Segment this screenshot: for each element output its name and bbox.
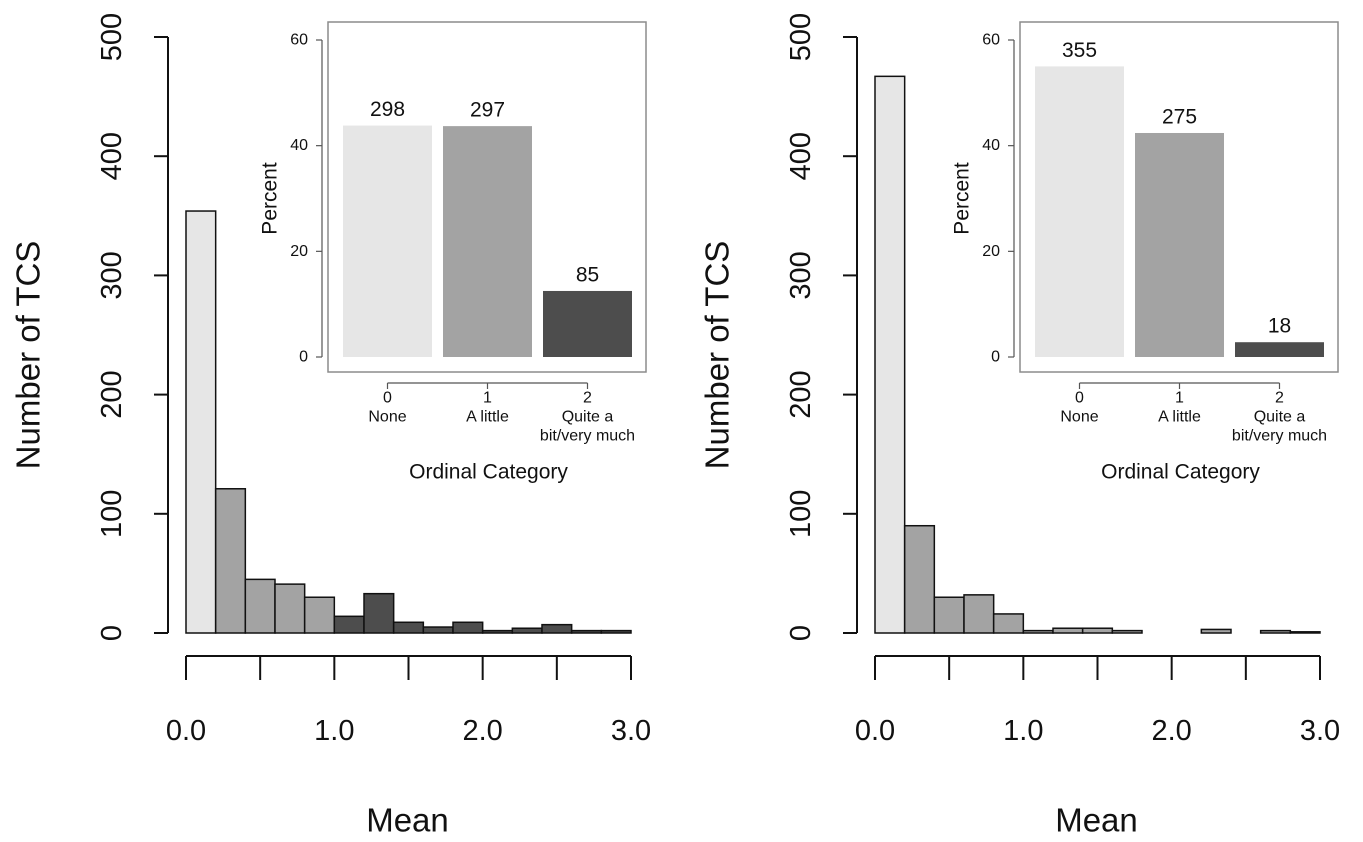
y-tick-label: 500 — [785, 13, 817, 61]
histogram-bar — [1022, 629, 1054, 634]
histogram-bar — [600, 629, 632, 634]
histogram-bar — [570, 629, 603, 634]
x-tick-label: 2.0 — [1152, 715, 1192, 747]
inset-bar — [443, 126, 532, 357]
inset-y-tick-label: 40 — [982, 137, 1000, 154]
inset-bar-chart: 0 20 40 60 Percent 355 0 None 275 1 A little 18 2 Qui… — [951, 21, 1339, 484]
inset-category-label: bit/very much — [540, 428, 635, 445]
histogram-bar — [541, 623, 573, 634]
y-tick-label: 300 — [96, 251, 128, 299]
y-tick-label: 500 — [96, 13, 128, 61]
inset-y-tick-label: 40 — [290, 137, 308, 154]
x-axis-label: Mean — [1055, 802, 1138, 839]
inset-bar — [1035, 66, 1124, 358]
histogram-bar — [452, 621, 484, 634]
x-tick-label: 1.0 — [1003, 715, 1043, 747]
y-tick-label: 400 — [785, 132, 817, 180]
histogram-bar — [874, 75, 906, 634]
inset-category-label: None — [368, 409, 406, 426]
inset-category-label: Quite a — [562, 409, 614, 426]
inset-bar-chart: 0 20 40 60 Percent 298 0 None 297 1 A little 85 2 Qui… — [259, 21, 647, 484]
histogram-bar — [1081, 627, 1114, 634]
inset-category-code: 2 — [1275, 390, 1284, 407]
histogram-bar — [422, 626, 454, 634]
histogram-bar — [511, 627, 543, 634]
inset-y-tick-label: 20 — [982, 243, 1000, 260]
inset-bar-value-label: 275 — [1162, 105, 1197, 128]
inset-bar — [543, 290, 632, 357]
y-tick-label: 400 — [96, 132, 128, 180]
y-tick-label: 100 — [785, 490, 817, 538]
inset-bar-value-label: 85 — [576, 263, 599, 286]
inset-category-code: 1 — [1175, 390, 1184, 407]
inset-bar — [1135, 132, 1224, 357]
y-axis-label: Number of TCS — [699, 241, 736, 470]
inset-y-tick-label: 60 — [982, 32, 1000, 49]
histogram-bar — [1052, 627, 1084, 634]
inset-category-label: Quite a — [1254, 409, 1306, 426]
y-axis-label: Number of TCS — [10, 241, 47, 470]
inset-category-label: A little — [466, 409, 509, 426]
histogram-bar — [992, 613, 1025, 634]
inset-bar — [1235, 342, 1324, 357]
inset-x-axis-label: Ordinal Category — [409, 461, 568, 484]
inset-x-axis-label: Ordinal Category — [1101, 461, 1260, 484]
histogram-bar — [363, 592, 395, 634]
inset-y-tick-label: 0 — [991, 349, 1000, 366]
histogram-bar — [274, 583, 306, 634]
inset-category-code: 0 — [383, 390, 392, 407]
histogram-bar — [933, 596, 965, 634]
histogram-bar — [1289, 631, 1321, 634]
y-tick-label: 100 — [96, 490, 128, 538]
inset-category-code: 1 — [483, 390, 492, 407]
y-tick-label: 0 — [96, 625, 128, 641]
histogram-bar — [903, 524, 936, 634]
x-tick-label: 2.0 — [463, 715, 503, 747]
histogram-bar — [244, 578, 276, 634]
inset-bar-value-label: 298 — [370, 98, 405, 121]
x-tick-label: 0.0 — [166, 715, 206, 747]
histogram-bar — [214, 488, 247, 634]
y-tick-label: 200 — [96, 370, 128, 418]
x-tick-label: 3.0 — [611, 715, 651, 747]
histogram-bar — [333, 615, 365, 634]
inset-bar-value-label: 18 — [1268, 315, 1291, 338]
inset-category-code: 0 — [1075, 390, 1084, 407]
x-tick-label: 3.0 — [1300, 715, 1340, 747]
inset-category-label: None — [1060, 409, 1098, 426]
inset-y-tick-label: 20 — [290, 243, 308, 260]
x-tick-label: 0.0 — [855, 715, 895, 747]
x-axis-label: Mean — [366, 802, 449, 839]
inset-y-axis-label: Percent — [951, 162, 974, 235]
inset-bar-value-label: 297 — [470, 99, 505, 122]
histogram-bar — [185, 210, 217, 634]
inset-y-axis-label: Percent — [259, 162, 282, 235]
histogram-bar — [1200, 628, 1232, 634]
histogram-bar — [303, 596, 336, 634]
inset-bar — [343, 125, 432, 357]
x-tick-label: 1.0 — [314, 715, 354, 747]
histogram-bar — [1259, 629, 1292, 634]
histogram-bar — [1111, 629, 1143, 634]
y-tick-label: 0 — [785, 625, 817, 641]
inset-category-label: bit/very much — [1232, 428, 1327, 445]
inset-bar-value-label: 355 — [1062, 39, 1097, 62]
histogram-bar — [963, 594, 995, 634]
y-tick-label: 300 — [785, 251, 817, 299]
y-tick-label: 200 — [785, 370, 817, 418]
inset-category-label: A little — [1158, 409, 1201, 426]
inset-y-tick-label: 60 — [290, 32, 308, 49]
histogram-bar — [392, 621, 425, 634]
inset-category-code: 2 — [583, 390, 592, 407]
histogram-bar — [481, 629, 514, 634]
inset-y-tick-label: 0 — [299, 349, 308, 366]
